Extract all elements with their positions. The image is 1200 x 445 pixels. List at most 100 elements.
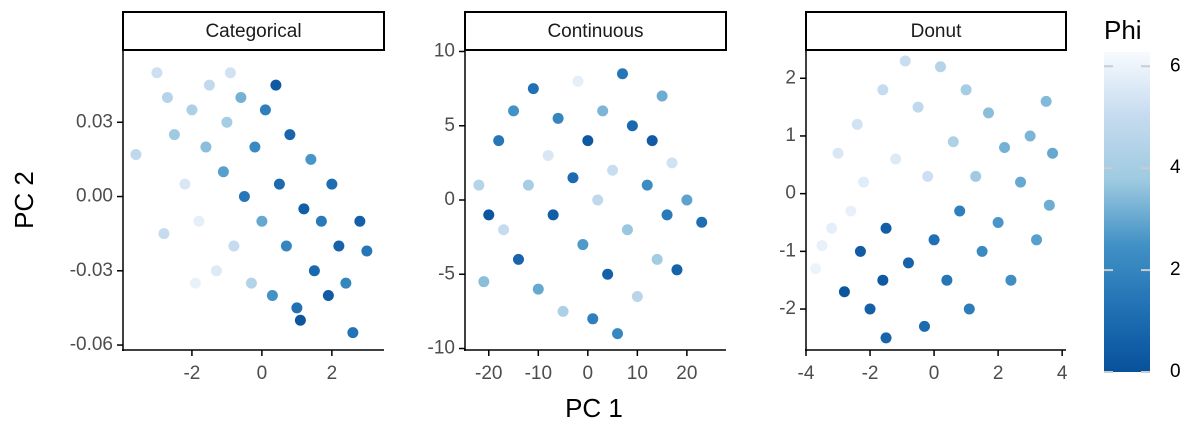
point xyxy=(1043,199,1055,211)
y-tick-label: 5 xyxy=(444,115,455,136)
point xyxy=(877,274,889,286)
y-tick-label: 0.03 xyxy=(76,111,113,132)
point xyxy=(512,253,524,265)
point xyxy=(189,277,201,289)
point xyxy=(493,135,505,147)
point xyxy=(210,265,222,277)
colorbar-tick-label: 6 xyxy=(1170,55,1181,76)
point xyxy=(315,215,327,227)
point xyxy=(928,234,940,246)
point xyxy=(661,209,673,221)
point xyxy=(1005,274,1017,286)
point xyxy=(656,90,668,102)
point xyxy=(478,276,490,288)
point xyxy=(587,313,599,325)
colorbar xyxy=(1104,52,1150,372)
point xyxy=(626,120,638,132)
x-tick-label: 2 xyxy=(327,363,338,384)
colorbar-title: Phi xyxy=(1104,15,1142,45)
point xyxy=(298,203,310,215)
point xyxy=(646,135,658,147)
point xyxy=(1024,130,1036,142)
point xyxy=(696,216,708,228)
point xyxy=(934,61,946,73)
point xyxy=(221,116,233,128)
point xyxy=(1047,147,1059,159)
y-tick-label: -2 xyxy=(779,298,796,319)
point xyxy=(245,277,257,289)
point xyxy=(816,240,828,252)
facet-strip xyxy=(805,11,1067,51)
point xyxy=(621,224,633,236)
point xyxy=(552,112,564,124)
point xyxy=(922,170,934,182)
x-tick-label: -2 xyxy=(862,363,879,384)
x-tick-label: 20 xyxy=(676,363,697,384)
point xyxy=(542,149,554,161)
point xyxy=(527,83,539,95)
point xyxy=(941,274,953,286)
point xyxy=(616,68,628,80)
x-tick-label: -2 xyxy=(183,363,200,384)
point xyxy=(912,101,924,113)
point xyxy=(864,303,876,315)
point xyxy=(483,209,495,221)
point xyxy=(270,79,282,91)
point xyxy=(976,245,988,257)
point xyxy=(851,118,863,130)
facet-strip xyxy=(122,11,385,51)
point xyxy=(877,84,889,96)
x-tick-label: 0 xyxy=(929,363,940,384)
point xyxy=(326,178,338,190)
point xyxy=(567,172,579,184)
point xyxy=(361,245,373,257)
y-tick-label: -0.06 xyxy=(70,334,113,355)
point xyxy=(280,240,292,252)
point xyxy=(641,179,653,191)
point xyxy=(1015,176,1027,188)
colorbar-tick-label: 0 xyxy=(1170,361,1181,382)
point xyxy=(577,239,589,251)
point xyxy=(810,263,822,275)
point xyxy=(305,153,317,165)
point xyxy=(902,257,914,269)
point xyxy=(970,170,982,182)
point xyxy=(607,164,619,176)
point xyxy=(294,314,306,326)
point xyxy=(960,84,972,96)
point xyxy=(826,222,838,234)
point xyxy=(832,147,844,159)
point xyxy=(179,178,191,190)
point xyxy=(592,194,604,206)
point xyxy=(193,215,205,227)
point xyxy=(858,176,870,188)
point xyxy=(340,277,352,289)
point xyxy=(291,302,303,314)
point xyxy=(130,148,142,160)
colorbar-tick-label: 2 xyxy=(1170,259,1181,280)
point xyxy=(186,104,198,116)
point xyxy=(322,290,334,302)
point xyxy=(200,141,212,153)
colorbar-tick-label: 4 xyxy=(1170,157,1181,178)
point xyxy=(273,178,285,190)
y-tick-label: 2 xyxy=(785,67,796,88)
point xyxy=(168,129,180,141)
y-tick-label: -0.03 xyxy=(70,260,113,281)
point xyxy=(1040,95,1052,107)
point xyxy=(845,205,857,217)
y-tick-label: 0.00 xyxy=(76,186,113,207)
point xyxy=(651,253,663,265)
x-tick-label: 10 xyxy=(627,363,648,384)
point xyxy=(880,222,892,234)
point xyxy=(838,286,850,298)
point xyxy=(557,305,569,317)
y-tick-label: -5 xyxy=(438,263,455,284)
point xyxy=(532,283,544,295)
point xyxy=(954,205,966,217)
point xyxy=(347,327,359,339)
x-tick-label: -10 xyxy=(525,363,552,384)
point xyxy=(354,215,366,227)
point xyxy=(266,290,278,302)
